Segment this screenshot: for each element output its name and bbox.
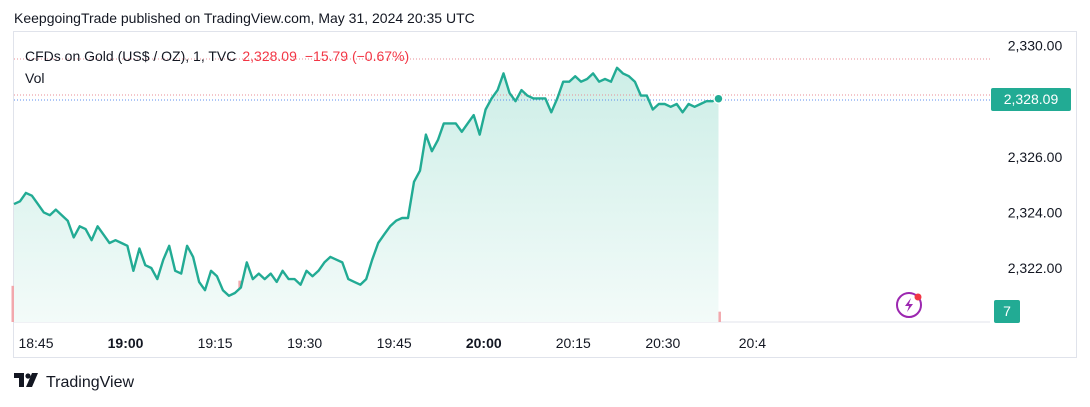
y-tick-label: 2,326.00	[1008, 149, 1063, 165]
tradingview-logo-icon	[14, 373, 40, 392]
legend-change: −15.79 (−0.67%)	[304, 48, 410, 64]
last-price-tag: 2,328.09	[991, 88, 1071, 111]
x-tick-label: 20:00	[466, 335, 502, 351]
price-line	[13, 66, 719, 297]
x-tick-label: 19:15	[198, 335, 233, 351]
chart-legend: CFDs on Gold (US$ / OZ), 1, TVC 2,328.09−…	[25, 48, 409, 64]
x-tick-label: 18:45	[18, 335, 53, 351]
price-area-fill	[14, 67, 719, 322]
y-tick-label: 2,330.00	[1008, 38, 1063, 54]
x-tick-label: 19:30	[287, 335, 322, 351]
x-tick-label: 20:15	[556, 335, 591, 351]
y-tick-label: 2,322.00	[1008, 260, 1063, 276]
x-tick-label: 20:4	[739, 335, 766, 351]
legend-volume-label[interactable]: Vol	[25, 70, 45, 86]
legend-symbol[interactable]: CFDs on Gold (US$ / OZ), 1, TVC	[25, 48, 237, 64]
chart-frame	[13, 31, 1077, 358]
lightning-alert-icon	[896, 292, 922, 318]
x-tick-label: 19:45	[377, 335, 412, 351]
footer-brand[interactable]: TradingView	[14, 373, 134, 392]
footer-brand-label: TradingView	[46, 373, 135, 391]
x-tick-label: 19:00	[108, 335, 144, 351]
publish-info: KeepgoingTrade published on TradingView.…	[14, 10, 475, 26]
x-tick-label: 20:30	[645, 335, 680, 351]
last-volume-tag: 7	[994, 300, 1020, 323]
y-tick-label: 2,324.00	[1008, 204, 1063, 220]
legend-last-price: 2,328.09	[242, 48, 297, 64]
